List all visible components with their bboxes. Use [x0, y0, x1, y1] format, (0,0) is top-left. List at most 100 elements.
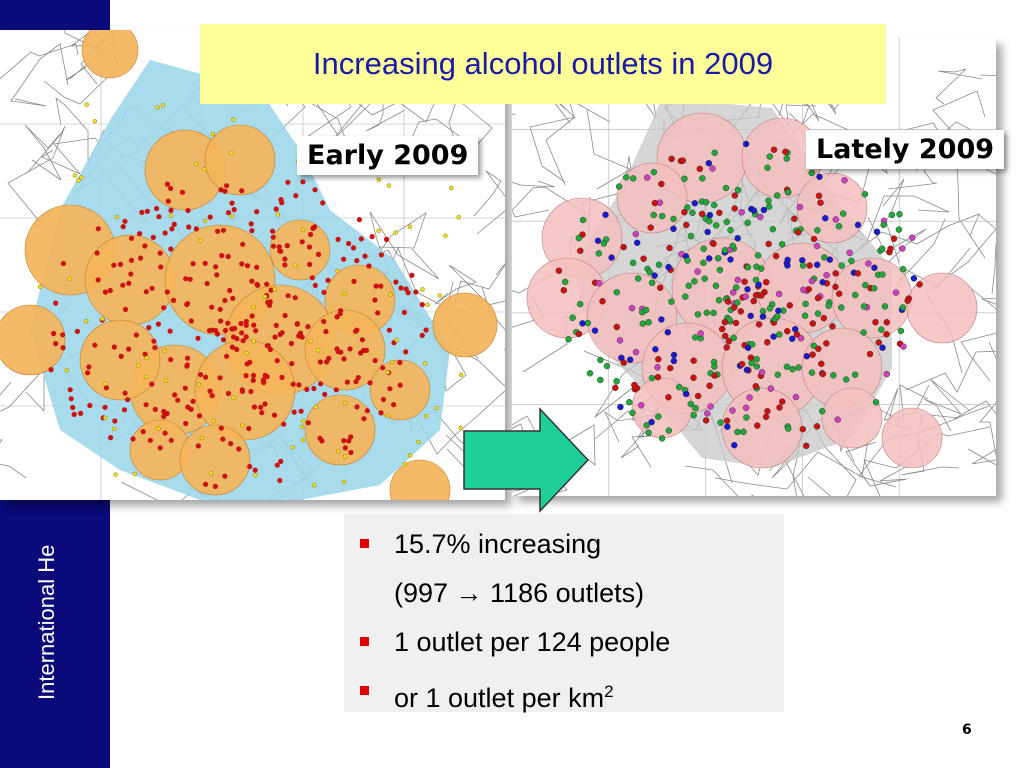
early-outlet-dot: [309, 275, 315, 281]
early-outlet-dot: [305, 420, 311, 426]
early-outlet-dot: [70, 404, 76, 411]
lately-outlet-dot: [806, 262, 813, 269]
lately-outlet-dot: [711, 363, 718, 370]
early-outlet-dot: [218, 425, 224, 431]
lately-outlet-dot: [734, 299, 741, 306]
early-outlet-dot: [60, 345, 66, 351]
lately-outlet-dot: [879, 344, 886, 351]
lately-outlet-dot: [899, 304, 907, 311]
early-outlet-dot: [403, 461, 408, 467]
map-road: [953, 400, 996, 465]
early-outlet-dot: [290, 381, 296, 387]
early-outlet-dot: [296, 333, 302, 339]
early-outlet-dot: [364, 408, 370, 414]
early-outlet-dot: [275, 212, 280, 217]
early-outlet-dot: [51, 330, 57, 337]
early-outlet-dot: [324, 359, 330, 365]
early-buffer-circle: [81, 30, 139, 79]
map-road: [41, 137, 101, 175]
lately-outlet-dot: [814, 310, 822, 317]
early-outlet-dot: [290, 445, 295, 450]
lately-outlet-dot: [615, 183, 623, 190]
lately-outlet-dot: [822, 214, 829, 222]
lately-outlet-dot: [741, 278, 748, 285]
early-outlet-dot: [67, 387, 73, 393]
lately-outlet-dot: [789, 335, 796, 342]
lately-outlet-dot: [692, 404, 699, 412]
lately-outlet-dot: [769, 225, 776, 233]
lately-outlet-dot: [647, 224, 654, 231]
early-outlet-dot: [128, 235, 135, 241]
early-buffer-circle: [0, 304, 66, 376]
early-outlet-dot: [211, 418, 216, 424]
early-outlet-dot: [170, 297, 177, 303]
lately-outlet-dot: [675, 383, 683, 391]
early-outlet-dot: [300, 437, 306, 443]
lately-outlet-dot: [753, 263, 760, 270]
lately-outlet-dot: [742, 140, 750, 148]
map-road: [69, 30, 113, 85]
early-outlet-dot: [139, 209, 145, 215]
lately-outlet-dot: [851, 371, 859, 378]
lately-outlet-dot: [642, 306, 650, 314]
lately-outlet-dot: [682, 293, 689, 300]
early-outlet-dot: [261, 379, 267, 386]
early-outlet-dot: [251, 404, 258, 410]
lately-outlet-dot: [764, 164, 771, 172]
early-outlet-dot: [72, 173, 78, 178]
early-outlet-dot: [333, 387, 339, 393]
early-outlet-dot: [398, 285, 404, 291]
early-outlet-dot: [272, 334, 278, 340]
lately-outlet-dot: [655, 261, 663, 269]
early-outlet-dot: [292, 295, 298, 301]
early-outlet-dot: [348, 434, 354, 440]
lately-outlet-dot: [690, 357, 697, 364]
lately-outlet-dot: [639, 320, 647, 327]
early-outlet-dot: [251, 322, 257, 328]
lately-outlet-dot: [717, 419, 724, 426]
lately-outlet-dot: [665, 394, 672, 401]
early-outlet-dot: [217, 306, 223, 312]
early-buffer-circle: [204, 124, 276, 196]
early-outlet-dot: [249, 278, 255, 284]
early-outlet-dot: [247, 463, 253, 470]
lately-outlet-dot: [648, 374, 656, 382]
early-outlet-dot: [248, 221, 254, 227]
lately-outlet-dot: [597, 376, 604, 384]
early-outlet-dot: [222, 188, 228, 194]
early-outlet-dot: [243, 373, 249, 379]
lately-outlet-dot: [785, 425, 792, 432]
lately-outlet-dot: [803, 353, 810, 360]
lately-outlet-dot: [892, 289, 900, 296]
lately-outlet-dot: [666, 364, 674, 372]
lately-outlet-dot: [740, 428, 747, 435]
lately-outlet-dot: [617, 403, 624, 411]
early-outlet-dot: [202, 260, 208, 266]
lately-outlet-dot: [613, 378, 620, 385]
early-outlet-dot: [272, 287, 277, 292]
early-outlet-dot: [168, 357, 174, 363]
lately-outlet-dot: [779, 398, 786, 405]
early-outlet-dot: [259, 410, 265, 416]
lately-outlet-dot: [802, 300, 809, 308]
lately-outlet-dot: [734, 276, 741, 284]
lately-outlet-dot: [873, 228, 881, 236]
map-road: [979, 74, 996, 77]
early-outlet-dot: [229, 344, 235, 350]
map-lately-2009: [512, 38, 996, 496]
early-outlet-dot: [343, 400, 348, 405]
early-outlet-dot: [165, 198, 171, 204]
lately-outlet-dot: [770, 146, 778, 153]
early-outlet-dot: [359, 337, 365, 343]
lately-outlet-dot: [633, 239, 641, 247]
early-outlet-dot: [103, 381, 108, 386]
lately-outlet-dot: [816, 173, 823, 181]
lately-outlet-dot: [716, 266, 724, 274]
early-outlet-dot: [222, 327, 228, 334]
early-outlet-dot: [380, 396, 387, 403]
lately-outlet-dot: [613, 323, 621, 331]
early-outlet-dot: [79, 175, 84, 180]
lately-outlet-dot: [758, 369, 766, 376]
early-outlet-dot: [199, 435, 205, 441]
lately-outlet-dot: [744, 219, 751, 227]
